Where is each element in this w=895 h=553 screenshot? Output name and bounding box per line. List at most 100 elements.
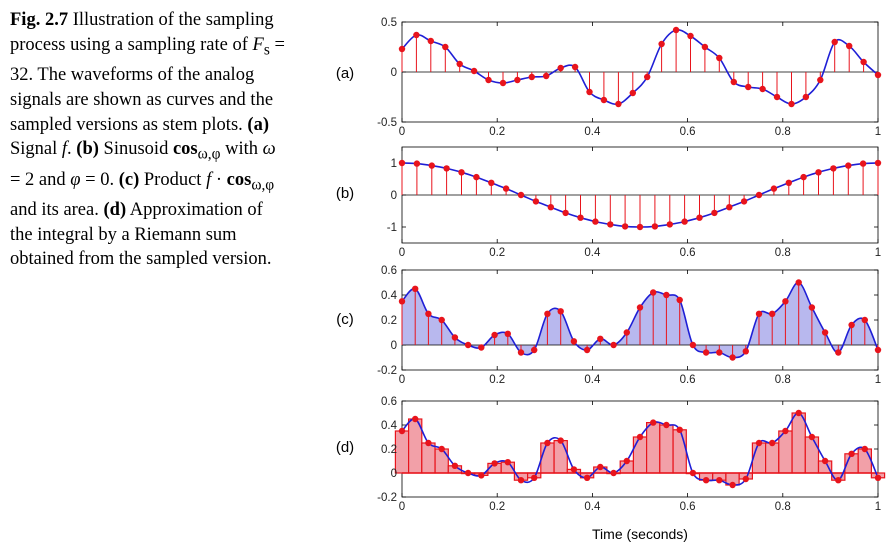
sample-point xyxy=(412,285,419,292)
caption-panel-b: (b) xyxy=(76,139,99,160)
riemann-bar xyxy=(764,442,780,474)
sample-point xyxy=(835,477,842,484)
sample-point xyxy=(817,76,824,84)
y-tick-label: -0.5 xyxy=(377,117,397,129)
sample-point xyxy=(676,296,683,304)
x-tick-label: 0.8 xyxy=(775,247,791,259)
sample-point xyxy=(636,304,644,311)
sample-point xyxy=(742,475,749,483)
sample-point xyxy=(782,298,789,305)
sample-point xyxy=(666,221,673,228)
sample-point xyxy=(874,346,882,354)
sample-point xyxy=(808,304,816,311)
sample-point xyxy=(623,457,630,465)
x-tick-label: 1 xyxy=(875,247,881,259)
riemann-bar xyxy=(632,436,648,474)
sample-point xyxy=(442,43,449,51)
sample-point xyxy=(504,459,511,466)
sample-point xyxy=(610,341,617,349)
sample-point xyxy=(672,26,680,34)
x-tick-label: 0.4 xyxy=(584,501,601,513)
riemann-bar xyxy=(540,442,555,474)
riemann-bar xyxy=(804,436,820,474)
sample-point xyxy=(514,76,521,84)
panel-c xyxy=(398,269,882,371)
sample-point xyxy=(663,421,670,429)
riemann-bar xyxy=(645,422,661,474)
x-tick-label: 0.6 xyxy=(680,126,696,138)
riemann-bar xyxy=(659,424,674,474)
sample-point xyxy=(491,460,498,467)
sample-point xyxy=(597,463,604,471)
sample-point xyxy=(681,218,688,225)
sample-point xyxy=(729,354,736,361)
sample-point xyxy=(835,349,842,356)
y-tick-label: 1 xyxy=(391,158,397,170)
y-tick-label: 0.6 xyxy=(381,396,397,408)
caption-fs-var: F xyxy=(252,34,264,55)
sample-point xyxy=(874,474,882,481)
x-tick-label: 0.6 xyxy=(680,247,696,259)
sample-point xyxy=(557,437,564,444)
x-tick-label: 0.4 xyxy=(584,247,601,259)
sample-point xyxy=(488,179,495,186)
sample-point xyxy=(531,474,538,481)
sample-point xyxy=(532,198,540,205)
y-tick-label: 0.2 xyxy=(381,315,397,327)
sample-point xyxy=(773,93,781,101)
sample-point xyxy=(663,291,670,299)
riemann-bar xyxy=(857,448,873,474)
caption-text: Signal xyxy=(10,139,62,160)
x-tick-label: 0.2 xyxy=(489,247,505,259)
caption-text: with xyxy=(220,139,263,160)
caption-f-var: f xyxy=(61,139,68,160)
sample-point xyxy=(769,310,776,317)
x-tick-label: 1 xyxy=(875,374,881,386)
caption-text: Product xyxy=(139,169,207,190)
sample-point xyxy=(629,89,636,97)
sample-point xyxy=(782,427,789,435)
sample-point xyxy=(438,445,445,453)
panel-a xyxy=(398,21,882,123)
x-tick-label: 0.2 xyxy=(489,501,505,513)
sample-point xyxy=(562,209,569,217)
sample-point xyxy=(456,60,463,68)
x-axis-label: Time (seconds) xyxy=(592,526,688,542)
panel-label: (b) xyxy=(336,185,354,202)
x-tick-label: 0 xyxy=(399,247,405,259)
caption-panel-c: (c) xyxy=(118,169,140,190)
sample-point xyxy=(413,160,421,167)
riemann-bar xyxy=(394,430,410,474)
riemann-bar xyxy=(751,442,767,474)
sample-point xyxy=(716,54,723,62)
sample-point xyxy=(830,165,837,172)
x-tick-label: 0 xyxy=(399,126,405,138)
sample-point xyxy=(425,439,432,447)
sample-point xyxy=(485,76,492,84)
sample-point xyxy=(398,427,406,435)
sample-point xyxy=(846,42,853,50)
sample-point xyxy=(504,330,511,337)
sample-point xyxy=(696,214,703,221)
sample-point xyxy=(795,409,802,417)
caption-text: Approximation of the integral by a Riema… xyxy=(10,199,272,270)
caption-panel-d: (d) xyxy=(103,199,127,220)
sample-point xyxy=(636,223,644,231)
sample-point xyxy=(600,96,608,104)
x-tick-label: 0.2 xyxy=(489,374,505,386)
y-tick-label: 0 xyxy=(391,190,397,202)
sample-point xyxy=(644,73,651,81)
sample-point xyxy=(491,331,498,339)
sample-point xyxy=(651,223,659,230)
sample-point xyxy=(636,433,644,441)
sample-point xyxy=(755,310,763,317)
sample-point xyxy=(592,218,599,225)
sample-point xyxy=(544,310,551,317)
x-tick-label: 0.4 xyxy=(584,374,601,386)
caption-text: Illustration of the sampling process usi… xyxy=(10,10,274,55)
sample-point xyxy=(815,169,822,176)
sample-point xyxy=(427,37,434,45)
caption-cos: cos xyxy=(172,139,198,160)
panel-label: (a) xyxy=(336,65,354,82)
sample-point xyxy=(788,100,795,108)
